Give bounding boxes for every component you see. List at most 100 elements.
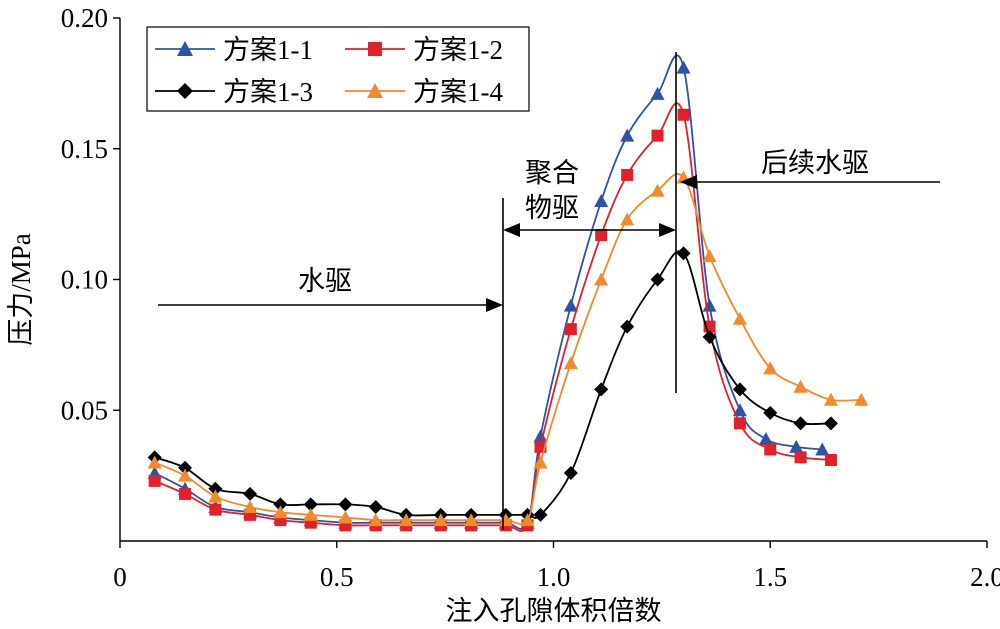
- polymer-flood-arrowhead-right: [659, 223, 676, 237]
- data-point: [764, 443, 777, 456]
- data-point: [244, 508, 257, 521]
- data-point: [620, 212, 635, 226]
- series-2: [148, 102, 837, 532]
- data-point: [650, 183, 665, 197]
- post-water-flood-arrowhead: [680, 175, 697, 189]
- data-point: [399, 513, 414, 527]
- data-point: [676, 60, 691, 74]
- data-point: [533, 507, 548, 522]
- data-point: [273, 505, 288, 519]
- series-4: [147, 170, 869, 527]
- data-point: [823, 392, 838, 406]
- data-point: [368, 513, 383, 527]
- polymer-flood-arrowhead-left: [503, 223, 520, 237]
- data-point: [733, 417, 746, 430]
- data-point: [702, 248, 717, 262]
- y-axis-label: 压力/MPa: [6, 233, 36, 346]
- data-point: [564, 323, 577, 336]
- legend-label: 方案1-3: [223, 77, 313, 107]
- series-3: [147, 246, 838, 522]
- data-point: [650, 86, 665, 100]
- data-point: [520, 513, 535, 527]
- data-point: [243, 486, 258, 501]
- legend-box: [146, 26, 530, 112]
- data-point: [368, 500, 383, 515]
- data-point: [148, 474, 161, 487]
- x-axis-label: 注入孔隙体积倍数: [446, 596, 662, 626]
- y-tick-label: 0.05: [61, 395, 108, 425]
- data-point: [178, 468, 193, 482]
- legend: 方案1-1 方案1-2 方案1-3 方案1-4: [146, 26, 530, 112]
- data-point: [620, 319, 635, 334]
- data-point: [854, 392, 869, 406]
- legend-label: 方案1-1: [223, 35, 313, 65]
- data-point: [702, 298, 717, 312]
- data-point: [763, 361, 778, 375]
- data-point: [179, 487, 192, 500]
- legend-label: 方案1-2: [413, 35, 503, 65]
- x-tick-label: 1.0: [537, 562, 571, 592]
- legend-marker: [367, 83, 383, 98]
- data-point: [732, 382, 747, 397]
- y-tick-label: 0.20: [61, 3, 108, 33]
- x-tick-label: 0: [113, 562, 127, 592]
- data-point: [208, 481, 223, 496]
- data-point: [763, 405, 778, 420]
- data-point: [789, 439, 804, 453]
- data-point: [303, 497, 318, 512]
- data-point: [793, 416, 808, 431]
- data-point: [433, 513, 448, 527]
- data-point: [178, 460, 193, 475]
- data-point: [208, 489, 223, 503]
- legend-label: 方案1-4: [413, 77, 503, 107]
- data-point: [209, 503, 222, 516]
- annotation-polymer-flood-line1: 聚合: [525, 158, 579, 188]
- axes: 0 0.5 1.0 1.5 2.0 0.05 0.10 0.15 0.20 注入孔隙体积倍数 压力/…: [6, 3, 1000, 626]
- annotation-layer: 水驱 聚合 物驱 后续水驱: [158, 52, 940, 530]
- water-flood-arrowhead: [486, 298, 503, 312]
- annotation-post-water-flood: 后续水驱: [761, 148, 869, 178]
- legend-marker: [177, 41, 193, 56]
- data-point: [147, 455, 162, 469]
- data-point: [677, 108, 690, 121]
- data-point: [758, 432, 773, 446]
- data-point: [243, 500, 258, 514]
- data-point: [563, 356, 578, 370]
- data-point: [676, 246, 691, 261]
- series-line: [154, 102, 831, 532]
- data-point: [824, 453, 837, 466]
- series-line: [154, 173, 862, 526]
- data-point: [651, 129, 664, 142]
- data-point: [732, 403, 747, 417]
- data-point: [338, 497, 353, 512]
- legend-marker: [177, 83, 193, 99]
- data-point: [303, 507, 318, 521]
- legend-marker: [368, 42, 382, 56]
- data-point: [823, 416, 838, 431]
- data-point: [594, 194, 609, 208]
- data-point: [338, 510, 353, 524]
- y-tick-label: 0.10: [61, 265, 108, 295]
- data-point: [464, 513, 479, 527]
- x-tick-label: 2.0: [970, 562, 1000, 592]
- data-point: [594, 382, 609, 397]
- series-layer: [147, 54, 869, 532]
- data-point: [533, 455, 548, 469]
- data-point: [594, 272, 609, 286]
- y-tick-label: 0.15: [61, 134, 108, 164]
- data-point: [621, 168, 634, 181]
- data-point: [793, 379, 808, 393]
- data-point: [794, 451, 807, 464]
- data-point: [815, 442, 830, 456]
- annotation-polymer-flood-line2: 物驱: [525, 193, 579, 223]
- annotation-water-flood: 水驱: [298, 266, 352, 296]
- data-point: [650, 272, 665, 287]
- data-point: [563, 466, 578, 481]
- data-point: [533, 429, 548, 443]
- x-tick-label: 0.5: [320, 562, 354, 592]
- data-point: [702, 330, 717, 345]
- data-point: [273, 497, 288, 512]
- data-point: [595, 229, 608, 242]
- series-line: [154, 54, 823, 530]
